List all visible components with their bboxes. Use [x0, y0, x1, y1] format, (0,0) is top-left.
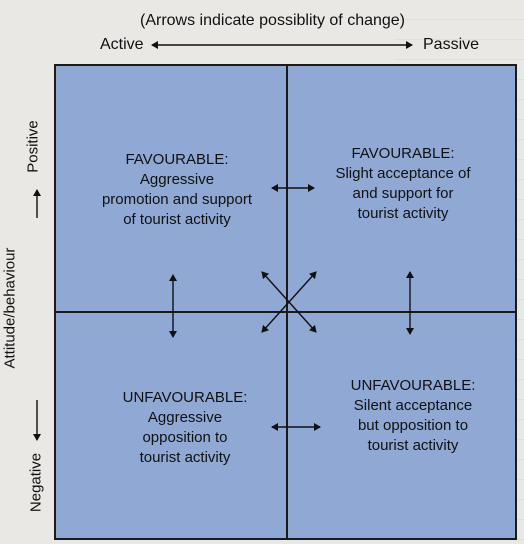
quadrant-heading: FAVOURABLE: [125, 151, 229, 168]
quadrant-line: tourist activity [357, 205, 449, 222]
arrow-diagonal-2 [261, 271, 317, 333]
quadrant-line: tourist activity [367, 437, 459, 454]
quadrant-top-left: FAVOURABLE: Aggressive promotion and sup… [72, 150, 282, 230]
axis-label-passive: Passive [423, 36, 480, 53]
quadrant-line: Slight acceptance of [335, 165, 471, 182]
quadrant-line: Silent acceptance [353, 397, 473, 414]
quadrant-heading: UNFAVOURABLE: [350, 377, 476, 394]
quadrant-line: of tourist activity [123, 211, 231, 228]
quadrant-line: and support for [352, 185, 454, 202]
quadrant-line: tourist activity [139, 449, 231, 466]
quadrant-heading: FAVOURABLE: [351, 145, 455, 162]
quadrant-heading: UNFAVOURABLE: [122, 389, 248, 406]
quadrant-line: but opposition to [357, 417, 469, 434]
quadrant-bottom-left: UNFAVOURABLE: Aggressive opposition to t… [90, 388, 280, 468]
quadrant-line: Aggressive [147, 409, 223, 426]
quadrant-line: opposition to [142, 429, 228, 446]
axis-label-active: Active [100, 36, 144, 53]
quadrant-top-right: FAVOURABLE: Slight acceptance of and sup… [318, 144, 488, 224]
quadrant-bottom-right: UNFAVOURABLE: Silent acceptance but oppo… [338, 376, 488, 456]
quadrant-line: Aggressive [139, 171, 215, 188]
quadrant-line: promotion and support [101, 191, 253, 208]
diagram-caption: (Arrows indicate possiblity of change) [140, 12, 406, 29]
